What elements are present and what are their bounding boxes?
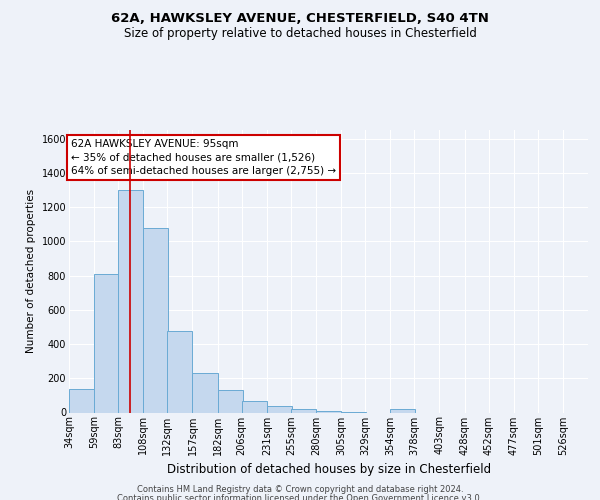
Y-axis label: Number of detached properties: Number of detached properties <box>26 189 36 354</box>
Bar <box>218 390 242 412</box>
Bar <box>291 409 316 412</box>
Bar <box>69 388 94 412</box>
Text: Distribution of detached houses by size in Chesterfield: Distribution of detached houses by size … <box>167 462 491 475</box>
Bar <box>242 402 267 412</box>
Text: 62A, HAWKSLEY AVENUE, CHESTERFIELD, S40 4TN: 62A, HAWKSLEY AVENUE, CHESTERFIELD, S40 … <box>111 12 489 26</box>
Bar <box>267 406 292 412</box>
Text: Size of property relative to detached houses in Chesterfield: Size of property relative to detached ho… <box>124 28 476 40</box>
Bar <box>316 411 341 412</box>
Text: Contains public sector information licensed under the Open Government Licence v3: Contains public sector information licen… <box>118 494 482 500</box>
Bar <box>193 373 218 412</box>
Text: 62A HAWKSLEY AVENUE: 95sqm
← 35% of detached houses are smaller (1,526)
64% of s: 62A HAWKSLEY AVENUE: 95sqm ← 35% of deta… <box>71 140 336 176</box>
Text: Contains HM Land Registry data © Crown copyright and database right 2024.: Contains HM Land Registry data © Crown c… <box>137 485 463 494</box>
Bar <box>143 228 169 412</box>
Bar <box>94 274 119 412</box>
Bar <box>118 190 143 412</box>
Bar <box>390 409 415 412</box>
Bar <box>167 331 193 412</box>
